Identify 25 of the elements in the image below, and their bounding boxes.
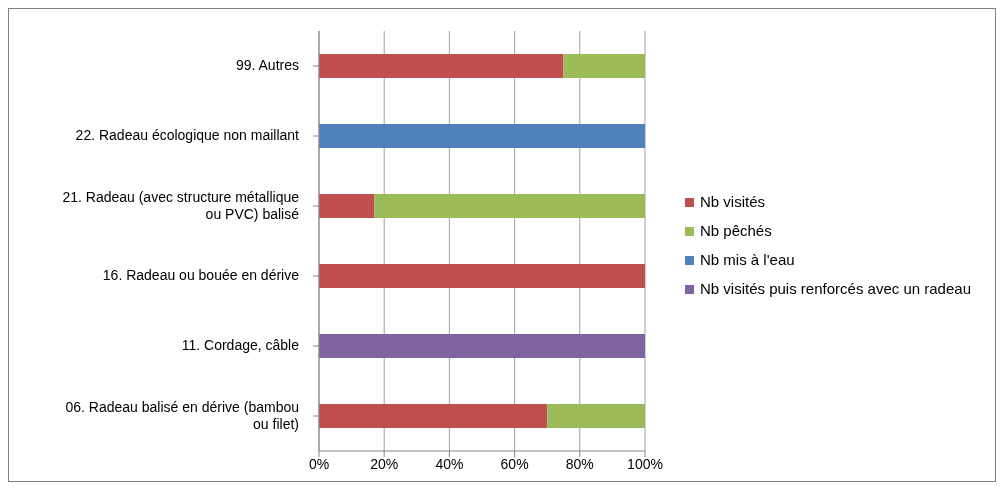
y-tick-label: 16. Radeau ou bouée en dérive (102, 266, 300, 283)
legend-label: Nb mis à l'eau (700, 251, 795, 268)
y-tick-label: 06. Radeau balisé en dérive (bambou ou filet) (65, 398, 299, 432)
bar (319, 124, 645, 149)
bar (319, 54, 564, 79)
bar (319, 404, 548, 429)
x-tick-label: 80% (565, 455, 594, 472)
bar (319, 334, 645, 359)
x-tick-label: 60% (500, 455, 529, 472)
y-tick-label: 11. Cordage, câble (181, 336, 300, 353)
x-tick-label: 40% (435, 455, 464, 472)
x-tick-label: 0% (308, 455, 330, 472)
bar (563, 54, 645, 79)
y-tick-label: 21. Radeau (avec structure métallique ou PVC) balisé (62, 188, 300, 222)
x-tick-label: 100% (627, 455, 663, 472)
legend-label: Nb visités puis renforcés avec un radeau (700, 280, 971, 297)
bar (547, 404, 645, 429)
legend-label: Nb visités (700, 193, 766, 210)
bar (319, 264, 645, 289)
bar (319, 194, 375, 219)
bar (374, 194, 645, 219)
y-tick-label: 99. Autres (235, 56, 299, 73)
x-tick-label: 20% (370, 455, 399, 472)
legend-label: Nb pêchés (700, 222, 772, 239)
y-tick-label: 22. Radeau écologique non maillant (75, 126, 300, 143)
